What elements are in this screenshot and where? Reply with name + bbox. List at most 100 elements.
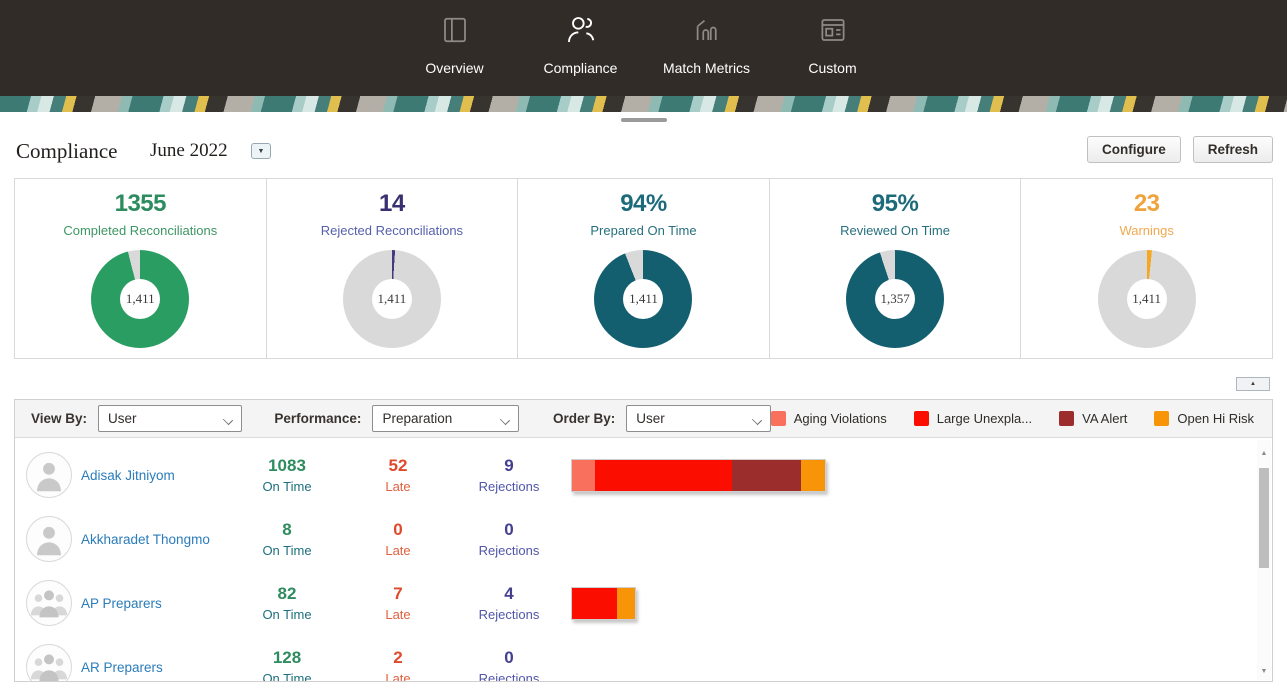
donut-center-value: 1,357 — [880, 291, 910, 306]
card-prepared-on-time[interactable]: 94% Prepared On Time 1,411 — [517, 179, 769, 358]
user-name-link[interactable]: AR Preparers — [81, 659, 163, 675]
view-by-label: View By: — [31, 411, 88, 426]
view-by-select[interactable]: User — [98, 405, 243, 432]
large-unexplained-swatch — [913, 411, 929, 426]
user-name-link[interactable]: Akkharadet Thongmo — [81, 531, 210, 547]
card-reviewed-on-time[interactable]: 95% Reviewed On Time 1,357 — [768, 179, 1021, 358]
legend-label: VA Alert — [1082, 411, 1128, 426]
tab-compliance[interactable]: Compliance — [518, 12, 644, 76]
user-avatar-icon — [37, 462, 61, 492]
view-by-value: User — [108, 411, 137, 426]
legend-item-aging-violations: Aging Violations — [770, 411, 887, 426]
dropdown-caret-icon: ▼ — [257, 147, 265, 155]
legend-item-va-alert: VA Alert — [1059, 411, 1127, 426]
donut-chart: 1,357 — [846, 250, 945, 348]
late-value: 0 — [393, 520, 403, 539]
card-rejected-reconciliations[interactable]: 14 Rejected Reconciliations 1,411 — [265, 179, 518, 358]
card-completed-reconciliations[interactable]: 1355 Completed Reconciliations 1,411 — [15, 179, 266, 358]
order-by-select[interactable]: User — [626, 405, 771, 432]
tab-label: Overview — [425, 60, 484, 76]
card-value: 1355 — [114, 190, 167, 217]
refresh-button[interactable]: Refresh — [1192, 136, 1273, 163]
performance-panel: View By: User Performance: Preparation O… — [14, 399, 1273, 682]
chevron-down-icon — [501, 416, 509, 424]
order-by-value: User — [636, 411, 665, 426]
chevron-down-icon — [224, 416, 232, 424]
user-name-link[interactable]: AP Preparers — [81, 595, 162, 611]
donut-hole: 1,411 — [1126, 279, 1167, 319]
legend-item-large-unexplained: Large Unexpla... — [913, 411, 1032, 426]
page-header: Compliance June 2022 ▼ Configure Refresh — [0, 136, 1287, 170]
on-time-label: On Time — [262, 543, 312, 558]
configure-button[interactable]: Configure — [1086, 136, 1181, 163]
table-row: Adisak Jitniyom 1083 On Time 52 Late 9 Reje… — [15, 443, 1272, 507]
late-label: Late — [385, 671, 411, 682]
custom-icon — [818, 12, 848, 48]
tab-match-metrics[interactable]: Match Metrics — [644, 12, 770, 76]
card-value: 95% — [871, 190, 919, 217]
risk-bar[interactable] — [571, 458, 826, 492]
scroll-down-icon[interactable]: ▼ — [1260, 667, 1268, 675]
performance-select[interactable]: Preparation — [372, 405, 520, 432]
donut-hole: 1,411 — [371, 279, 412, 319]
user-performance-table: Adisak Jitniyom 1083 On Time 52 Late 9 Reje… — [15, 438, 1272, 682]
overview-icon — [440, 12, 470, 48]
decorative-banner — [0, 96, 1287, 112]
rejections-label: Rejections — [478, 671, 540, 682]
on-time-value: 8 — [282, 520, 292, 539]
rejections-label: Rejections — [478, 607, 540, 622]
on-time-value: 82 — [277, 584, 297, 603]
donut-hole: 1,411 — [623, 279, 664, 319]
on-time-value: 128 — [272, 648, 302, 667]
match-metrics-icon — [692, 12, 722, 48]
period-dropdown-button[interactable]: ▼ — [251, 143, 271, 159]
user-avatar-icon — [37, 526, 61, 556]
card-label: Prepared On Time — [590, 223, 697, 238]
donut-chart: 1,411 — [91, 250, 190, 348]
risk-bar[interactable] — [571, 586, 636, 620]
scroll-up-icon[interactable]: ▲ — [1260, 449, 1268, 457]
scrollbar-thumb[interactable] — [1259, 468, 1269, 568]
vertical-scrollbar[interactable]: ▲ ▼ — [1257, 440, 1271, 680]
donut-hole: 1,357 — [875, 279, 916, 319]
donut-center-value: 1,411 — [377, 291, 407, 306]
rejections-label: Rejections — [478, 543, 540, 558]
table-row: AP Preparers 82 On Time 7 Late 4 Rejections — [15, 571, 1272, 635]
late-label: Late — [385, 479, 411, 494]
performance-label: Performance: — [274, 411, 362, 426]
rejections-value: 0 — [504, 520, 514, 539]
panel-drag-handle[interactable] — [620, 118, 667, 122]
legend-label: Open Hi Risk — [1177, 411, 1254, 426]
rejections-value: 4 — [504, 584, 514, 603]
card-label: Rejected Reconciliations — [320, 223, 464, 238]
compliance-icon — [565, 12, 597, 48]
donut-chart: 1,411 — [1097, 250, 1196, 348]
tab-label: Compliance — [543, 60, 618, 76]
user-name-link[interactable]: Adisak Jitniyom — [81, 467, 175, 483]
card-label: Completed Reconciliations — [63, 223, 218, 238]
donut-center-value: 1,411 — [1132, 291, 1162, 306]
risk-legend: Aging Violations Large Unexpla... VA Ale… — [770, 411, 1254, 426]
avatar — [26, 644, 72, 681]
card-warnings[interactable]: 23 Warnings 1,411 — [1020, 179, 1272, 358]
donut-center-value: 1,411 — [125, 291, 155, 306]
summary-cards: 1355 Completed Reconciliations 1,411 14 … — [14, 178, 1273, 359]
order-by-label: Order By: — [552, 411, 616, 426]
late-value: 2 — [393, 648, 403, 667]
collapse-panel-button[interactable]: ▲ — [1236, 377, 1270, 391]
tab-custom[interactable]: Custom — [770, 12, 896, 76]
filter-bar: View By: User Performance: Preparation O… — [15, 400, 1272, 438]
group-avatar-icon — [30, 590, 68, 618]
open-hi-risk-swatch — [1154, 411, 1170, 426]
legend-label: Aging Violations — [793, 411, 887, 426]
group-avatar-icon — [30, 654, 68, 681]
on-time-label: On Time — [262, 607, 312, 622]
va-alert-swatch — [1059, 411, 1075, 426]
tab-label: Custom — [808, 60, 857, 76]
card-value: 14 — [379, 190, 405, 217]
card-value: 94% — [620, 190, 667, 217]
legend-item-open-hi-risk: Open Hi Risk — [1154, 411, 1254, 426]
tab-overview[interactable]: Overview — [392, 12, 518, 76]
page-title: Compliance — [16, 139, 118, 163]
